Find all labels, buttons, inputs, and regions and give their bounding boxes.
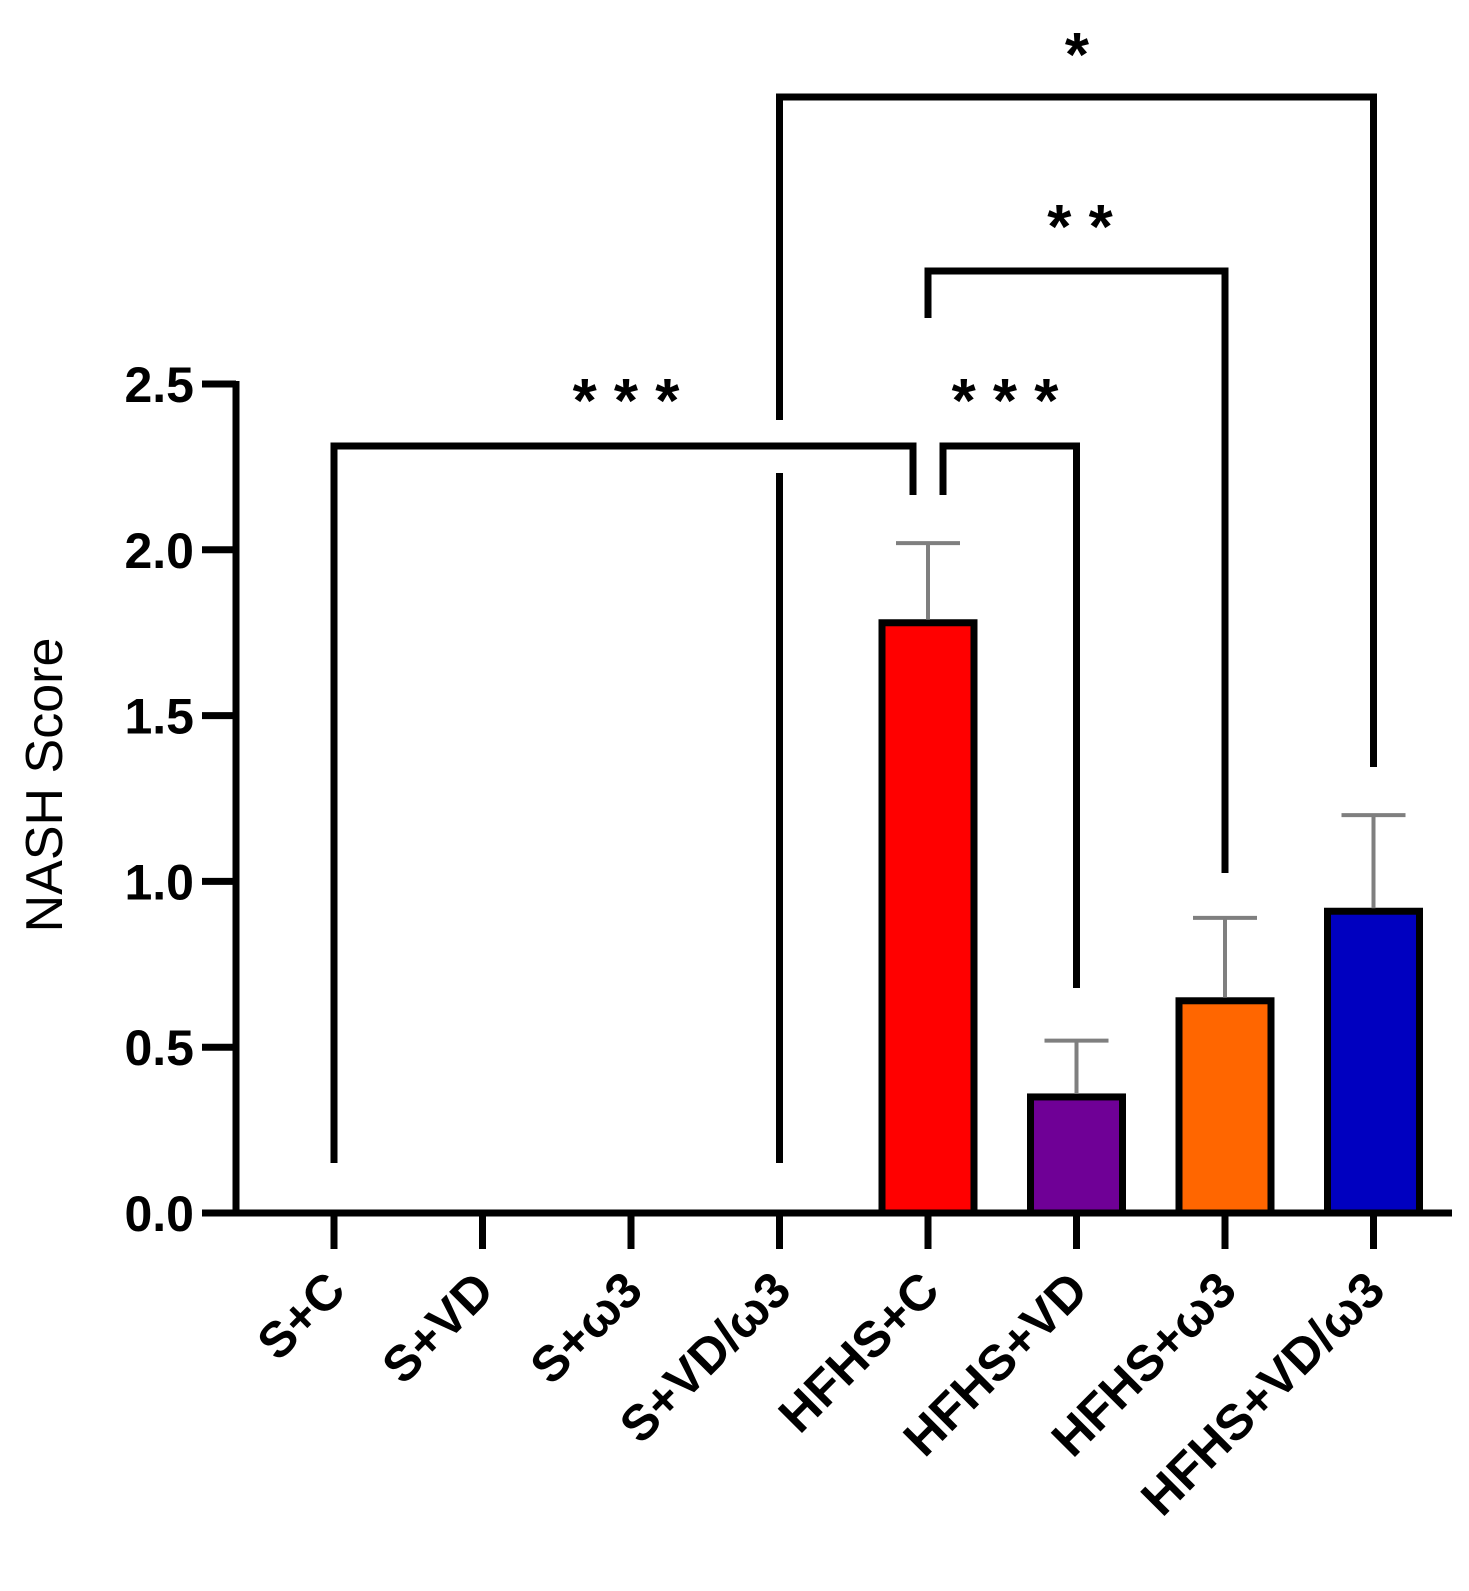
y-tick-label: 2.0 bbox=[124, 523, 194, 579]
significance-label: * * bbox=[1047, 193, 1113, 262]
bar-HFHS+VD bbox=[1027, 1093, 1126, 1217]
y-tick-label: 1.5 bbox=[124, 689, 194, 745]
significance-label: * * * bbox=[573, 367, 681, 436]
significance-bracket bbox=[939, 442, 1080, 988]
significance-bracket bbox=[924, 267, 1229, 873]
y-tick-label: 0.0 bbox=[124, 1186, 194, 1242]
bar-HFHS+ω3 bbox=[1175, 997, 1275, 1217]
y-tick-label: 0.5 bbox=[124, 1020, 194, 1076]
bars bbox=[878, 541, 1423, 1217]
y-tick-label: 1.0 bbox=[124, 854, 194, 910]
x-tick-label: S+VD bbox=[371, 1261, 504, 1394]
significance-brackets: * * * * * * * * * bbox=[330, 21, 1377, 1163]
x-tick-label: S+ω3 bbox=[519, 1261, 652, 1394]
significance-bracket bbox=[330, 442, 917, 1163]
significance-label: * bbox=[1065, 21, 1090, 90]
significance-bracket bbox=[776, 93, 1377, 767]
bar-HFHS+C bbox=[878, 619, 978, 1217]
significance-label: * * * bbox=[952, 367, 1060, 436]
x-tick-label: S+C bbox=[246, 1261, 355, 1370]
y-axis-label: NASH Score bbox=[16, 638, 74, 933]
bar-HFHS+VD/ω3 bbox=[1324, 907, 1423, 1217]
axes: 0.00.51.01.52.02.5S+C S+VD S+ω3S+VD/ω3HFHS… bbox=[124, 357, 1452, 1526]
y-tick-label: 2.5 bbox=[124, 357, 194, 413]
